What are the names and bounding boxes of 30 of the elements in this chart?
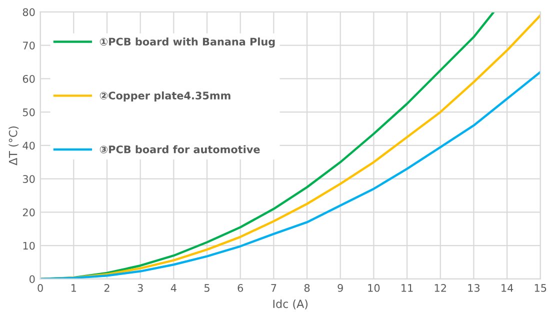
y-tick-label: 60	[22, 74, 35, 83]
y-tick-label: 40	[22, 142, 35, 150]
x-tick-label: 14	[502, 284, 514, 292]
y-tick-label: 70	[23, 42, 35, 50]
x-tick-label: 7	[271, 284, 276, 292]
x-tick-label: 8	[304, 284, 310, 292]
y-tick-label: 20	[22, 208, 35, 216]
x-axis-title: Idc (A)	[273, 299, 308, 310]
x-tick-label: 0	[38, 284, 43, 292]
x-tick-label: 15	[534, 284, 546, 292]
x-tick-label: 1	[71, 284, 76, 292]
x-tick-label: 3	[138, 284, 143, 292]
x-tick-label: 5	[204, 284, 210, 292]
legend-label: ②Copper plate4.35mm	[100, 91, 230, 102]
x-tick-label: 2	[104, 284, 110, 292]
y-axis-title: ΔT (°C)	[8, 126, 19, 166]
y-tick-label: 80	[22, 8, 35, 16]
legend-label: ①PCB board with Banana Plug	[100, 38, 275, 48]
x-tick-label: 13	[468, 284, 480, 292]
x-tick-label: 11	[402, 284, 413, 292]
y-tick-label: 50	[23, 108, 35, 116]
y-tick-label: 30	[23, 175, 35, 183]
x-tick-label: 4	[170, 284, 176, 292]
x-tick-label: 12	[434, 284, 446, 292]
x-tick-label: 10	[368, 284, 380, 292]
y-tick-label: 0	[30, 275, 35, 284]
legend-label: ③PCB board for automotive	[100, 145, 260, 154]
x-tick-label: 9	[338, 284, 343, 292]
x-tick-label: 6	[238, 284, 244, 292]
y-tick-label: 10	[23, 242, 35, 250]
